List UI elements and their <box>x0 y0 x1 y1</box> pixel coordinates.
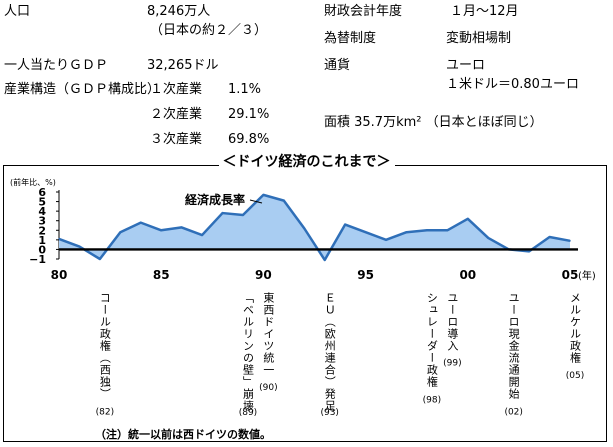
event-year-1982: (82) <box>96 408 114 418</box>
industry-primary-name: １次産業 <box>150 82 203 97</box>
currency-value: ユーロ <box>446 58 486 73</box>
event-label-1999: ユーロ導入 <box>446 292 459 352</box>
data-point-1982 <box>99 258 101 260</box>
event-year-1989: (89) <box>239 408 257 418</box>
event-label-1998: シュレーダー政権 <box>425 292 438 388</box>
growth-rate-line <box>58 193 571 262</box>
event-label-1982: コール政権（西独） <box>98 292 111 400</box>
exchange-rate-value: １米ドル＝0.80ユーロ <box>446 77 579 92</box>
industry-structure-label: 産業構造（ＧＤＰ構成比） <box>4 82 161 97</box>
x-tick-label-90: 90 <box>255 268 272 282</box>
chart-frame <box>3 165 607 442</box>
event-label-1989: 「ベルリンの壁」崩壊 <box>241 292 254 412</box>
event-year-2002: (02) <box>504 408 522 418</box>
x-tick-label-00: 00 <box>459 268 476 282</box>
event-label-1993: ＥＵ（欧州連合）発足 <box>323 292 336 412</box>
x-tick-label-80: 80 <box>51 268 68 282</box>
fiscal-year-value: １月〜12月 <box>450 4 519 19</box>
x-axis-unit-label: (年) <box>578 269 596 282</box>
data-point-1991 <box>283 199 285 202</box>
series-label-leader <box>249 199 263 204</box>
data-point-1999 <box>446 229 449 232</box>
area-text: 面積 35.7万km² （日本とほぼ同じ） <box>324 115 543 130</box>
industry-tertiary-share: 69.8% <box>228 132 270 147</box>
data-point-1984 <box>139 221 142 224</box>
industry-primary-share: 1.1% <box>228 82 262 97</box>
event-year-1998: (98) <box>423 395 441 405</box>
data-point-1995 <box>364 231 367 233</box>
gdp-per-capita-value: 32,265ドル <box>147 58 219 73</box>
industry-secondary-name: ２次産業 <box>150 107 203 122</box>
event-label-1990: 東西ドイツ統一 <box>262 292 275 376</box>
growth-area-fill <box>59 194 570 260</box>
event-label-2002: ユーロ現金流通開始 <box>507 292 520 400</box>
fx-regime-label: 為替制度 <box>324 31 377 46</box>
data-point-1993 <box>323 259 326 261</box>
data-point-2000 <box>467 218 469 220</box>
data-point-1992 <box>303 227 306 230</box>
x-tick-label-85: 85 <box>153 268 170 282</box>
data-point-1988 <box>221 212 224 214</box>
y-tick-label-1: 5 <box>38 196 46 209</box>
event-year-2005: (05) <box>566 371 584 381</box>
data-point-1985 <box>160 229 162 232</box>
data-point-2003 <box>528 250 530 253</box>
y-tick-label-3: 3 <box>38 215 46 228</box>
data-point-1983 <box>119 231 122 233</box>
data-point-1990 <box>262 194 265 196</box>
data-point-1987 <box>201 234 203 236</box>
industry-tertiary-name: ３次産業 <box>150 132 203 147</box>
chart-title-wrap: ＜ドイツ経済のこれまで＞ <box>0 151 613 171</box>
event-year-1990: (90) <box>259 383 277 393</box>
data-point-2004 <box>548 236 551 238</box>
event-year-1993: (93) <box>320 408 338 418</box>
chart-title: ＜ドイツ経済のこれまで＞ <box>218 154 395 170</box>
data-point-1998 <box>426 229 428 232</box>
data-point-2001 <box>487 237 490 239</box>
data-point-1980 <box>58 238 60 240</box>
series-label: 経済成長率 <box>185 192 245 207</box>
y-tick-label-2: 4 <box>38 205 46 218</box>
fiscal-year-label: 財政会計年度 <box>324 4 403 19</box>
y-tick-label-5: 1 <box>38 234 46 247</box>
event-year-1999: (99) <box>443 359 461 369</box>
y-tick-label-4: 2 <box>38 224 46 237</box>
population-label: 人口 <box>4 4 31 19</box>
data-point-1994 <box>344 223 346 226</box>
currency-label: 通貨 <box>324 58 351 73</box>
industry-secondary-share: 29.1% <box>228 107 270 122</box>
data-point-1986 <box>180 226 183 229</box>
y-axis-unit-label: (前年比、%) <box>10 177 56 187</box>
data-point-1981 <box>78 245 81 248</box>
data-point-1989 <box>242 214 244 216</box>
footnote: （注）統一以前は西ドイツの数値。 <box>95 428 271 441</box>
data-point-2005 <box>569 240 571 242</box>
event-label-2005: メルケル政権 <box>569 292 582 364</box>
y-tick-label-6: 0 <box>38 243 46 256</box>
gdp-per-capita-label: 一人当たりＧＤＰ <box>4 58 109 73</box>
population-note: （日本の約２／３） <box>150 23 268 38</box>
data-point-1997 <box>405 231 408 233</box>
data-point-1996 <box>385 239 387 241</box>
x-tick-label-05: 05 <box>562 268 579 282</box>
x-tick-label-95: 95 <box>357 268 374 282</box>
y-tick-label-0: 6 <box>38 186 46 199</box>
population-value: 8,246万人 <box>147 4 211 19</box>
fx-regime-value: 変動相場制 <box>446 31 512 46</box>
y-tick-label-7: −1 <box>29 253 46 266</box>
